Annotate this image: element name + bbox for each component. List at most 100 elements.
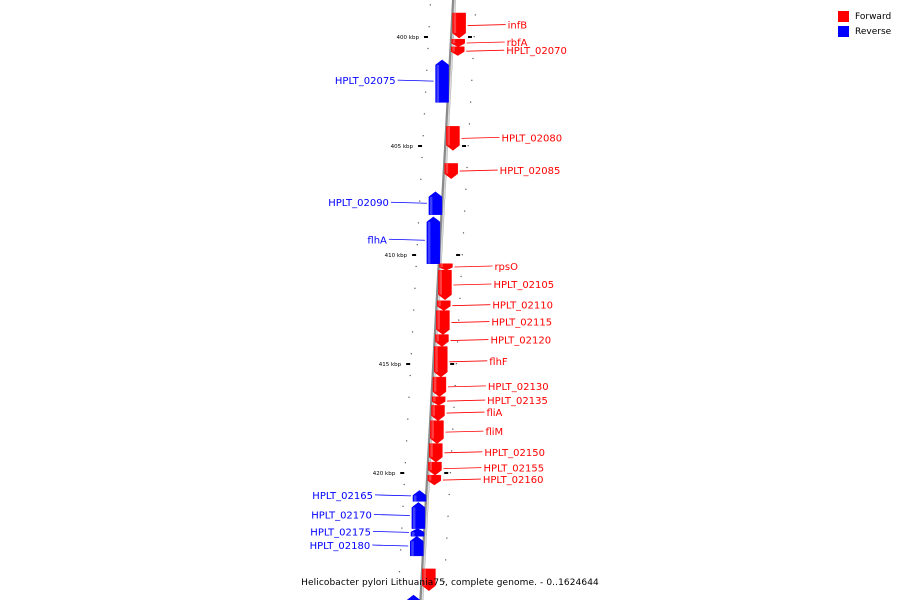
- gene-arrow: [406, 594, 421, 600]
- gene-label: fliM: [485, 427, 503, 438]
- gene-arrow: [436, 310, 450, 335]
- major-tick-right: [450, 363, 455, 365]
- minor-tick-left: [408, 396, 410, 398]
- gene-label: rpsO: [494, 262, 518, 273]
- minor-tick-left: [413, 309, 415, 311]
- gene-arrow-shade: [432, 405, 435, 416]
- gene-arrow: [435, 334, 449, 347]
- minor-tick-right: [443, 581, 446, 583]
- gene-arrow: [431, 396, 446, 406]
- minor-tick-right: [446, 537, 448, 539]
- minor-tick-left: [411, 331, 414, 333]
- gene-arrow: [422, 568, 436, 592]
- gene-arrow: [438, 270, 452, 301]
- gene-leader-line: [451, 321, 490, 323]
- gene-arrow-shade: [437, 310, 440, 330]
- tick-label: 415 kbp: [379, 362, 402, 368]
- gene-arrow: [451, 38, 465, 48]
- gene-arrow-shade: [452, 46, 455, 52]
- major-tick-right: [462, 145, 467, 147]
- minor-tick-left: [402, 505, 404, 507]
- major-tick-left: [412, 254, 417, 256]
- minor-tick-left: [426, 69, 428, 71]
- gene-arrow-shade: [413, 495, 417, 502]
- minor-tick-right: [468, 123, 471, 125]
- minor-tick-right: [455, 363, 457, 365]
- major-tick-left: [406, 363, 411, 365]
- minor-tick-left: [409, 374, 411, 377]
- major-tick-left: [418, 145, 423, 147]
- minor-tick-left: [427, 47, 429, 50]
- gene-leader-line: [373, 514, 410, 516]
- gene-arrow-shade: [412, 507, 416, 529]
- legend-label-reverse: Reverse: [855, 26, 892, 37]
- minor-tick-left: [414, 287, 416, 289]
- gene-arrow-shade: [423, 568, 426, 586]
- gene-arrow: [437, 300, 451, 311]
- minor-tick-left: [400, 549, 402, 551]
- gene-label: HPLT_02110: [492, 301, 553, 312]
- tick-label: 410 kbp: [385, 253, 408, 259]
- gene-arrow: [426, 216, 441, 264]
- gene-arrow: [435, 59, 449, 103]
- gene-label: flhA: [367, 235, 387, 246]
- minor-tick-left: [410, 353, 412, 355]
- minor-tick-right: [448, 493, 450, 496]
- gene-leader-line: [443, 467, 482, 470]
- gene-label: HPLT_02120: [490, 336, 551, 347]
- gene-arrow-shade: [433, 396, 436, 402]
- gene-label: HPLT_02155: [483, 464, 544, 475]
- minor-tick-left: [407, 418, 409, 420]
- gene-arrow: [439, 263, 453, 271]
- gene-arrow: [434, 346, 448, 378]
- gene-arrow: [450, 46, 465, 56]
- gene-arrow-shade: [411, 541, 414, 556]
- gene-arrow-shade: [438, 300, 441, 307]
- minor-tick-right: [462, 232, 465, 234]
- tick-label: 420 kbp: [373, 471, 396, 477]
- gene-arrow-shade: [429, 462, 432, 471]
- minor-tick-right: [466, 166, 468, 169]
- gene-arrow-shade: [430, 443, 433, 458]
- gene-arrow-shade: [427, 221, 431, 264]
- gene-label: HPLT_02150: [484, 448, 545, 459]
- gene-arrow-shade: [433, 377, 437, 392]
- gene-label: HPLT_02165: [312, 491, 373, 502]
- gene-arrow-shade: [436, 334, 439, 342]
- minor-tick-right: [472, 57, 474, 60]
- minor-tick-left: [429, 4, 431, 6]
- major-tick-right: [444, 472, 449, 474]
- gene-arrow: [427, 474, 442, 486]
- gene-arrow: [432, 376, 447, 398]
- minor-tick-left: [428, 26, 430, 28]
- gene-label: HPLT_02170: [311, 511, 372, 522]
- minor-tick-right: [464, 210, 466, 212]
- gene-label: HPLT_02175: [310, 527, 371, 538]
- gene-leader-line: [372, 544, 409, 547]
- minor-tick-right: [470, 101, 472, 103]
- gene-leader-line: [449, 360, 488, 363]
- tick-label: 405 kbp: [391, 144, 414, 150]
- backbone-highlight: [421, 0, 456, 600]
- minor-tick-left: [422, 135, 424, 137]
- gene-arrow: [409, 535, 424, 557]
- minor-tick-left: [416, 244, 418, 246]
- gene-arrow-shade: [452, 39, 456, 44]
- gene-label: HPLT_02135: [487, 396, 548, 407]
- minor-tick-left: [415, 265, 417, 268]
- gene-label: fliA: [486, 408, 502, 419]
- gene-label: flhF: [489, 357, 508, 368]
- gene-label: HPLT_02105: [493, 280, 554, 291]
- minor-tick-left: [423, 113, 426, 115]
- minor-tick-right: [459, 297, 461, 299]
- gene-label: rbfA: [507, 38, 528, 49]
- gene-leader-line: [397, 79, 434, 82]
- gene-arrow-shade: [453, 13, 457, 34]
- gene-arrow-shade: [431, 420, 434, 439]
- minor-tick-left: [419, 200, 421, 202]
- minor-tick-right: [454, 384, 456, 387]
- minor-tick-right: [452, 428, 454, 430]
- minor-tick-left: [406, 440, 408, 442]
- minor-tick-left: [398, 571, 401, 573]
- gene-label: HPLT_02070: [506, 46, 567, 57]
